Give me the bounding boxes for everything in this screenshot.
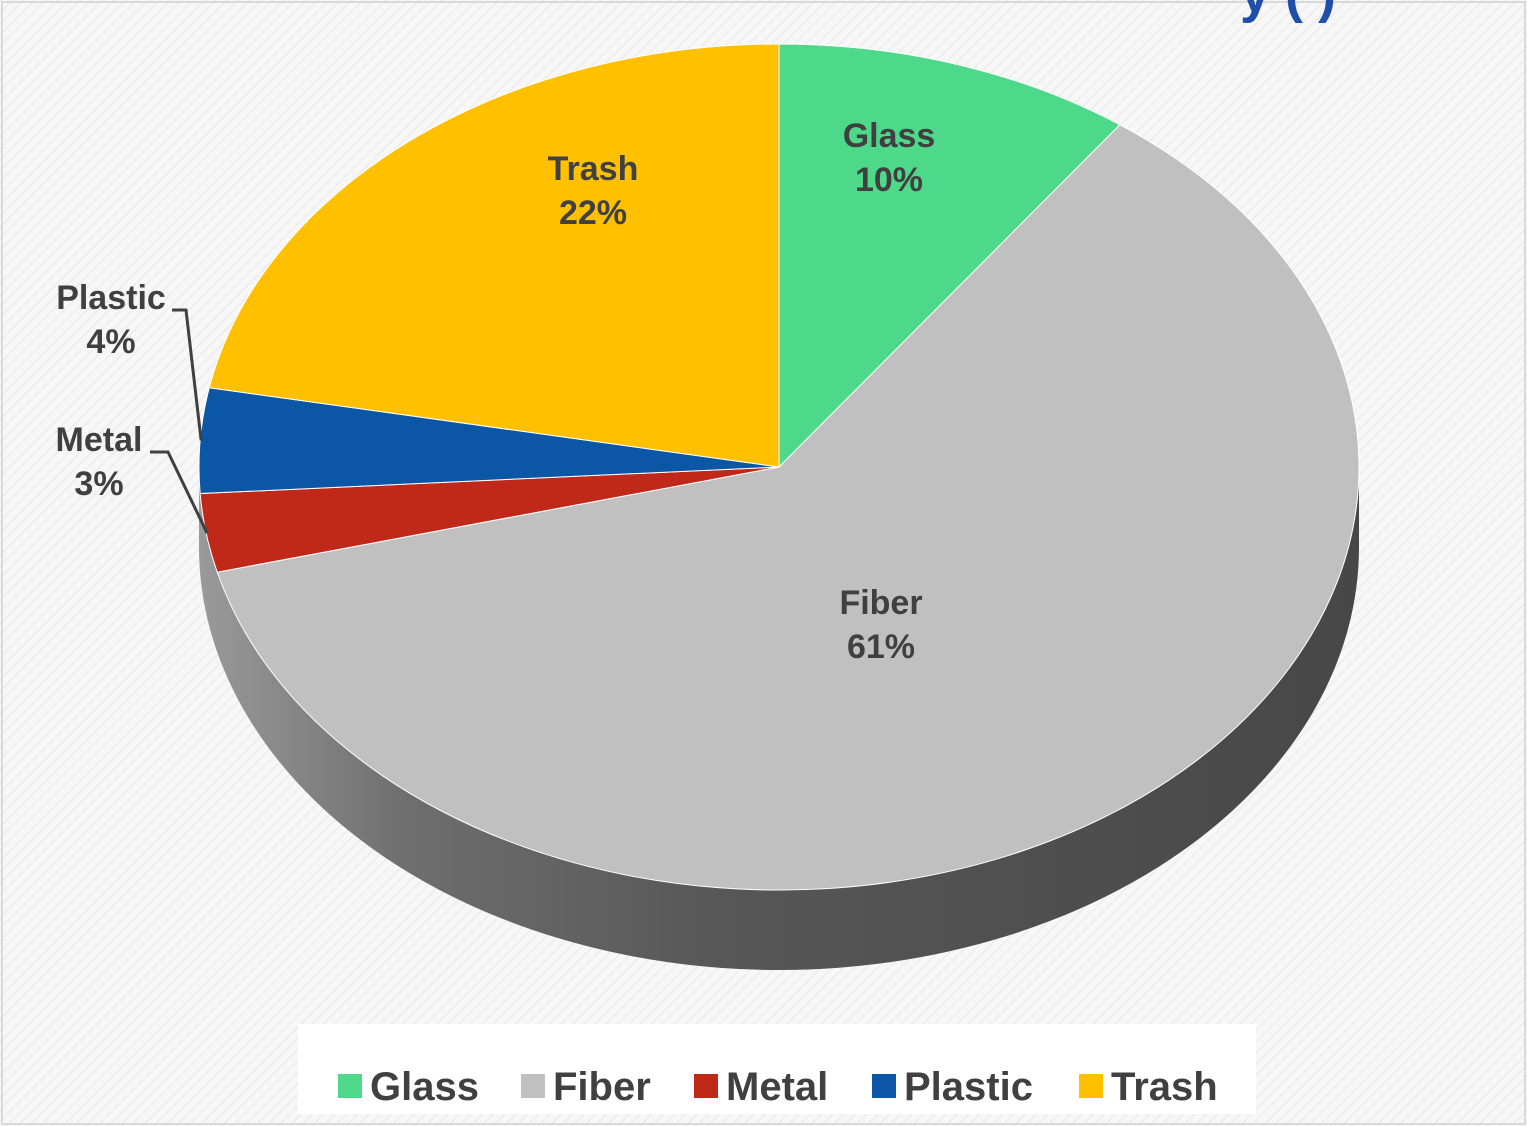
pie-side (199, 467, 1359, 970)
legend-label-metal: Metal (726, 1065, 828, 1109)
pie-slice-glass (778, 43, 1121, 469)
legend-swatch-plastic (872, 1074, 896, 1098)
slice-label-metal: Metal 3% (56, 421, 143, 503)
pie-slices (198, 43, 1360, 891)
pie-slice-trash (208, 43, 780, 468)
slice-label-name: Trash (548, 150, 639, 188)
legend-label-fiber: Fiber (553, 1065, 651, 1109)
leader-line-plastic (172, 308, 203, 441)
pie-depth-side (199, 467, 1359, 970)
slice-label-percent: 22% (559, 194, 627, 232)
legend-background (298, 1024, 1256, 1114)
leader-line-metal (150, 450, 209, 534)
legend-label-trash: Trash (1111, 1065, 1218, 1109)
pie-slice-fiber (216, 124, 1360, 891)
slice-label-percent: 4% (86, 323, 135, 361)
leader-lines (150, 308, 209, 534)
slice-label-percent: 61% (847, 628, 915, 666)
legend-swatch-metal (694, 1074, 718, 1098)
slice-labels: Glass 10% Fiber 61% Metal 3% Plastic 4% Trash 22% (56, 117, 936, 666)
slice-label-name: Fiber (839, 584, 922, 622)
slice-label-name: Plastic (56, 279, 166, 317)
legend-swatch-glass (338, 1074, 362, 1098)
chart-title-fragment: y ( ) (1240, 0, 1336, 24)
slice-label-trash: Trash 22% (548, 150, 639, 232)
slice-label-percent: 3% (74, 465, 123, 503)
legend-swatch-fiber (521, 1074, 545, 1098)
legend-swatch-trash (1079, 1074, 1103, 1098)
legend: Glass Fiber Metal Plastic Trash (298, 1024, 1256, 1114)
legend-label-plastic: Plastic (904, 1065, 1033, 1109)
slice-label-name: Glass (843, 117, 936, 155)
slice-label-percent: 10% (855, 161, 923, 199)
legend-label-glass: Glass (370, 1065, 479, 1109)
slice-label-name: Metal (56, 421, 143, 459)
slice-label-glass: Glass 10% (843, 117, 936, 199)
slice-label-plastic: Plastic 4% (56, 279, 166, 361)
slice-label-fiber: Fiber 61% (839, 584, 922, 666)
